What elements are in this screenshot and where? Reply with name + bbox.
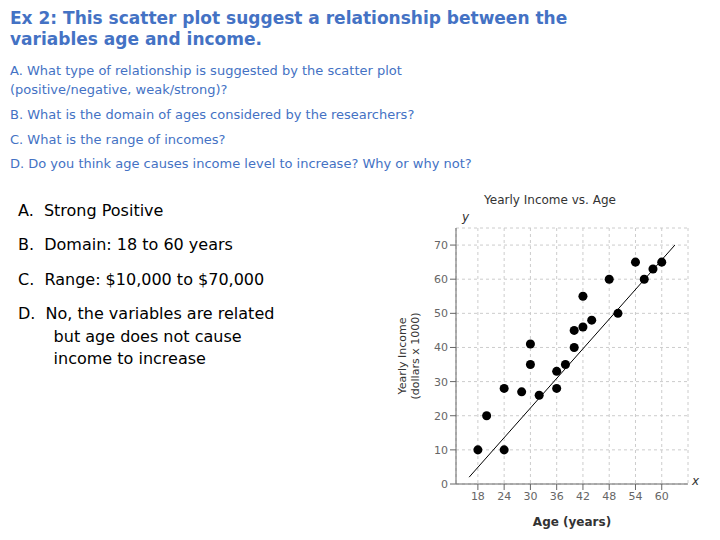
html-text:D. No, the variables are relat: D. No, the variables are related but age…	[18, 304, 275, 368]
svg-text:10: 10	[434, 444, 448, 457]
svg-text:60: 60	[655, 490, 669, 503]
html-text:Ex 2: This scatter plot sugges: Ex 2: This scatter plot suggest a relati…	[10, 8, 568, 28]
html-text:variables age and income.: variables age and income.	[10, 29, 262, 50]
html-text:B. What is the domain of ages: B. What is the domain of ages considered…	[10, 106, 415, 122]
svg-text:30: 30	[523, 490, 537, 503]
svg-text:24: 24	[497, 490, 511, 503]
svg-text:70: 70	[434, 239, 448, 252]
svg-text:30: 30	[434, 376, 448, 389]
html-text:C. Range: $10,000 to $70,000: C. Range: $10,000 to $70,000	[18, 269, 265, 289]
svg-text:Yearly Income(dollars x 1000): Yearly Income(dollars x 1000)	[396, 313, 422, 400]
html-text:A. What type of relationship i: A. What type of relationship is suggeste…	[10, 63, 402, 97]
svg-text:0: 0	[441, 478, 448, 491]
svg-text:40: 40	[434, 341, 448, 354]
svg-text:50: 50	[434, 307, 448, 320]
svg-text:42: 42	[576, 490, 590, 503]
svg-text:60: 60	[434, 273, 448, 286]
html-text:y: y	[462, 210, 470, 224]
html-text:A. Strong Positive: A. Strong Positive	[18, 201, 164, 220]
html-text:C. What is the range of income: C. What is the range of incomes?	[10, 131, 226, 147]
svg-text:18: 18	[471, 490, 485, 503]
html-text:B. Domain: 18 to 60 years: B. Domain: 18 to 60 years	[18, 235, 233, 255]
svg-text:Age (years): Age (years)	[533, 515, 611, 529]
html-text:D. Do you think age causes inc: D. Do you think age causes income level …	[10, 156, 472, 172]
svg-text:48: 48	[602, 490, 616, 503]
svg-text:20: 20	[434, 410, 448, 423]
svg-text:54: 54	[628, 490, 642, 503]
html-text:x: x	[692, 474, 700, 488]
svg-text:36: 36	[550, 490, 564, 503]
html-text:Yearly Income vs. Age: Yearly Income vs. Age	[484, 193, 616, 207]
